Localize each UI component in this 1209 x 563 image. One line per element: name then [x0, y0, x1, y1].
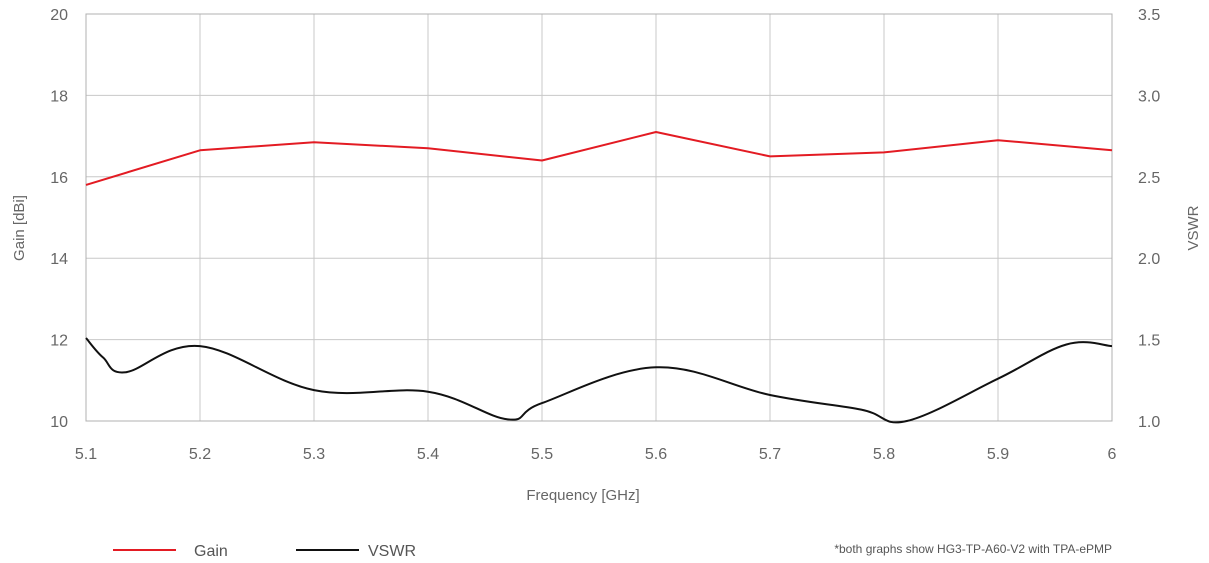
x-tick-label: 5.2	[189, 446, 211, 463]
y-axis-label: Gain [dBi]	[11, 195, 28, 261]
x-tick-label: 5.6	[645, 446, 667, 463]
y2-tick-label: 2.5	[1138, 170, 1160, 187]
series-lines	[85, 131, 1113, 424]
y2-axis-label: VSWR	[1185, 205, 1202, 250]
legend: Gain VSWR	[113, 543, 416, 560]
x-tick-label: 5.4	[417, 446, 439, 463]
y2-tick-label: 1.5	[1138, 333, 1160, 350]
x-tick-label: 5.1	[75, 446, 97, 463]
x-tick-label: 5.8	[873, 446, 895, 463]
y-tick-label: 20	[50, 7, 68, 24]
grid	[85, 13, 1113, 422]
x-axis-label: Frequency [GHz]	[526, 487, 639, 504]
legend-label-gain: Gain	[194, 543, 228, 560]
vswr-series-line	[85, 337, 1113, 424]
plot-frame	[85, 13, 1113, 422]
y2-tick-label: 3.0	[1138, 88, 1160, 105]
annotation-note: *both graphs show HG3-TP-A60-V2 with TPA…	[834, 542, 1112, 556]
x-tick-label: 5.9	[987, 446, 1009, 463]
y-tick-label: 16	[50, 170, 68, 187]
x-tick-label: 5.3	[303, 446, 325, 463]
x-axis-ticks: 5.1 5.2 5.3 5.4 5.5 5.6 5.7 5.8 5.9 6	[75, 446, 1117, 463]
x-tick-label: 5.5	[531, 446, 553, 463]
y2-axis-ticks: 1.0 1.5 2.0 2.5 3.0 3.5	[1138, 7, 1160, 431]
gain-series-line	[85, 131, 1113, 186]
x-tick-label: 6	[1108, 446, 1117, 463]
y-tick-label: 10	[50, 414, 68, 431]
y-tick-label: 12	[50, 333, 68, 350]
x-tick-label: 5.7	[759, 446, 781, 463]
y2-tick-label: 3.5	[1138, 7, 1160, 24]
y2-tick-label: 1.0	[1138, 414, 1160, 431]
y-axis-ticks: 10 12 14 16 18 20	[50, 7, 68, 431]
y2-tick-label: 2.0	[1138, 251, 1160, 268]
y-tick-label: 14	[50, 251, 68, 268]
y-tick-label: 18	[50, 88, 68, 105]
legend-label-vswr: VSWR	[368, 543, 416, 560]
